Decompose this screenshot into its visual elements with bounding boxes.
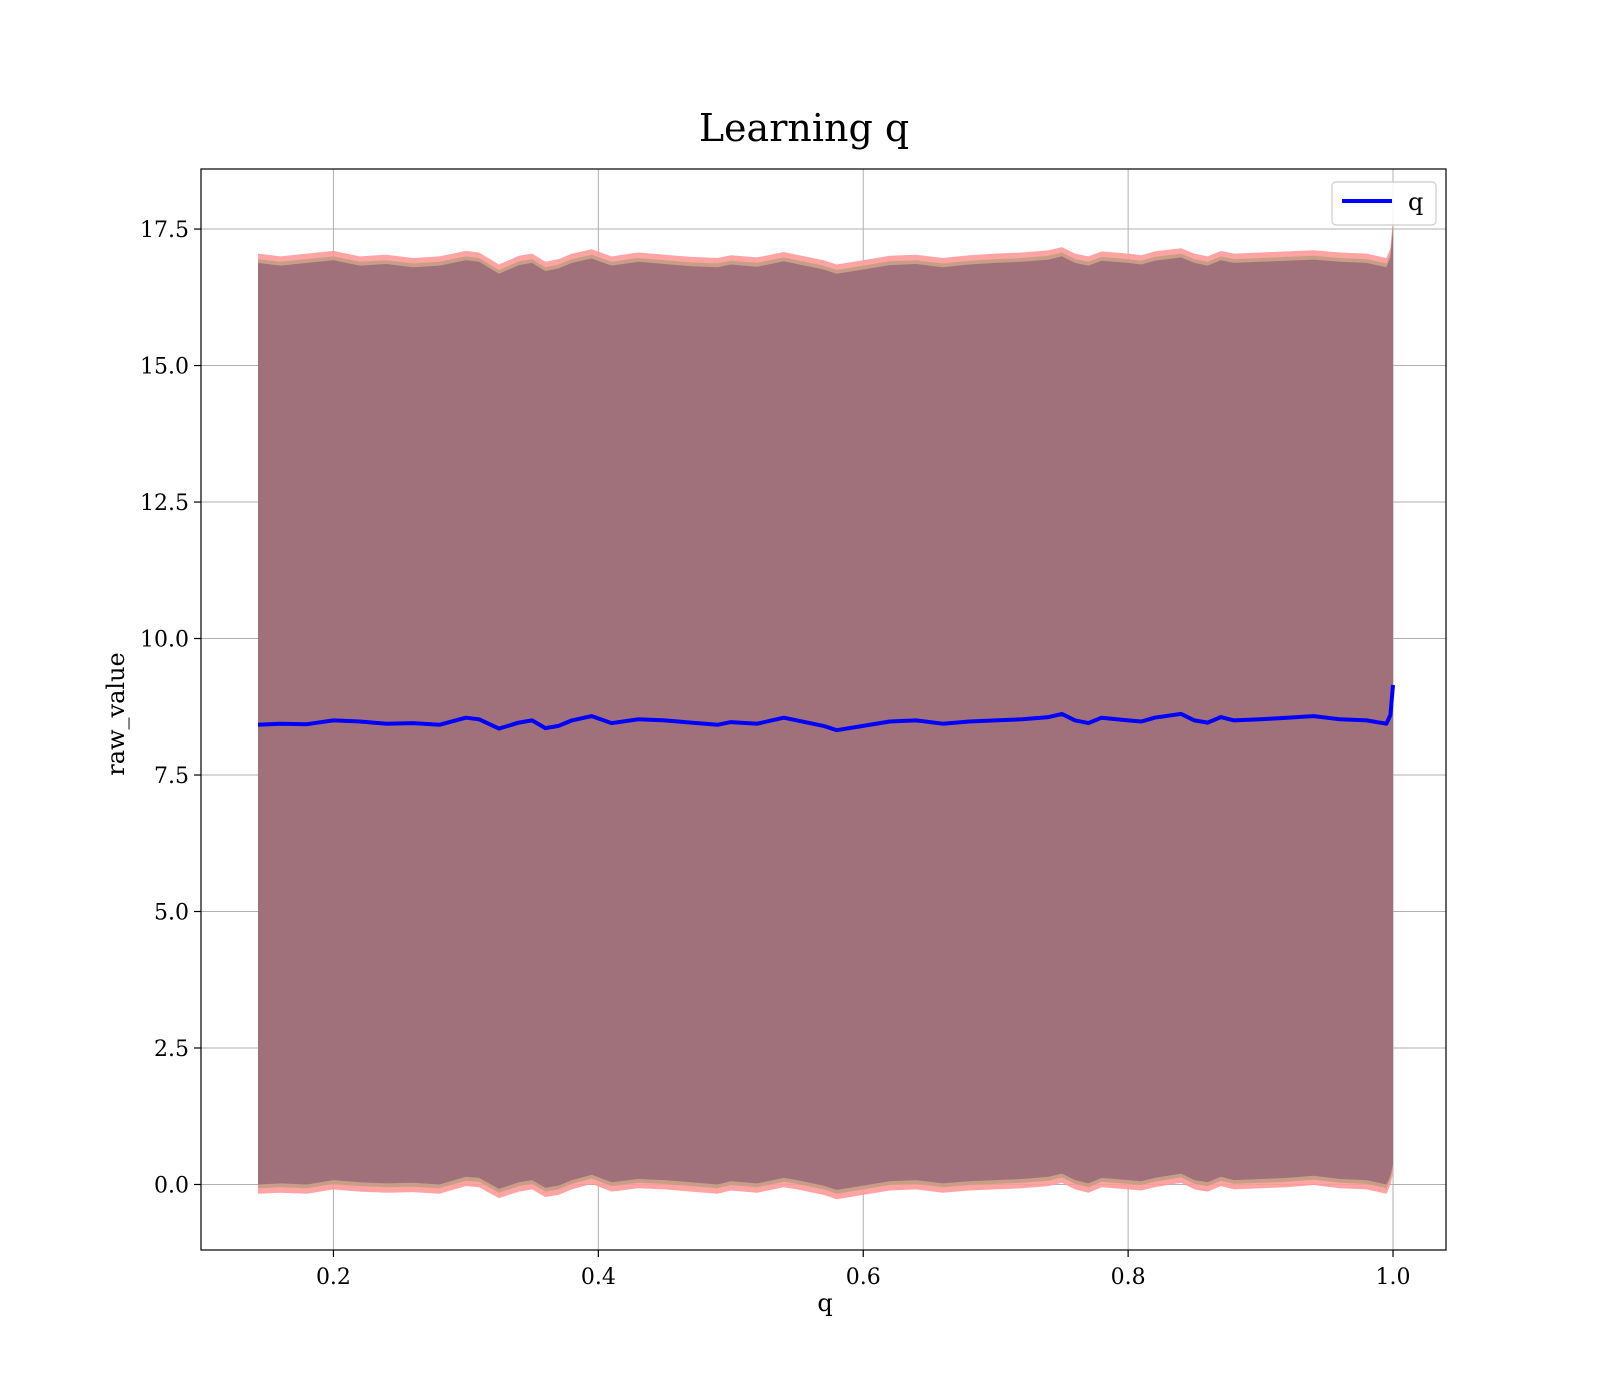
x-tick-label: 0.8	[1111, 1265, 1146, 1290]
y-tick-label: 7.5	[154, 764, 189, 789]
y-axis-ticks: 0.0 2.5 5.0 7.5 10.0 12.5 15.0 17.5	[140, 218, 201, 1198]
x-tick-label: 0.6	[846, 1265, 881, 1290]
legend-label: q	[1408, 188, 1423, 216]
legend: q	[1331, 181, 1437, 226]
x-axis-ticks: 0.2 0.4 0.6 0.8 1.0	[316, 1250, 1411, 1290]
y-tick-label: 0.0	[154, 1173, 189, 1198]
x-axis-label: q	[817, 1289, 832, 1317]
x-tick-label: 0.2	[316, 1265, 351, 1290]
x-tick-label: 0.4	[581, 1265, 616, 1290]
y-tick-label: 10.0	[140, 628, 189, 653]
y-tick-label: 15.0	[140, 355, 189, 380]
y-tick-label: 12.5	[140, 491, 189, 516]
y-tick-label: 2.5	[154, 1037, 189, 1062]
band-fill	[258, 227, 1393, 1190]
y-axis-label: raw_value	[102, 652, 130, 776]
chart-title: Learning q	[699, 106, 909, 150]
y-tick-label: 5.0	[154, 901, 189, 926]
axes-frame	[200, 168, 1447, 1251]
series-line-q	[257, 684, 1395, 733]
series-layer	[200, 168, 1447, 1251]
x-tick-label: 1.0	[1376, 1265, 1411, 1290]
y-tick-label: 17.5	[140, 218, 189, 243]
legend-box	[1331, 181, 1437, 226]
confidence-band	[258, 218, 1393, 1200]
